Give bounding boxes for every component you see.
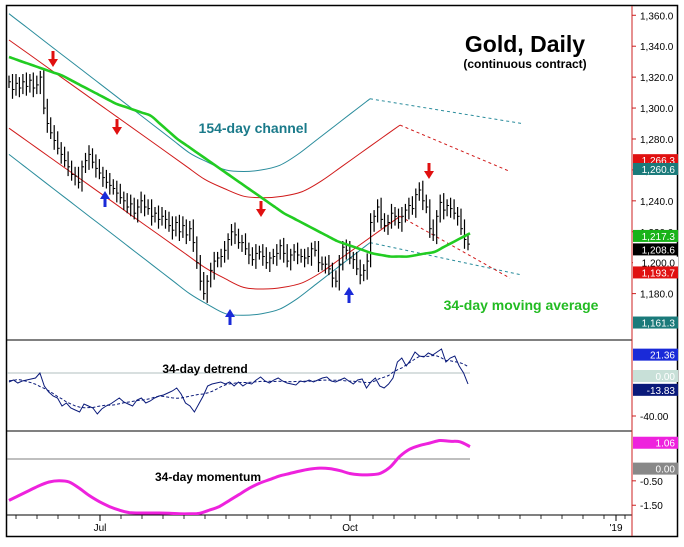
price-tag-text: 1.06 bbox=[656, 439, 676, 450]
y-tick-label: 1,340.0 bbox=[640, 42, 674, 53]
momentum-tick-label: -1.50 bbox=[640, 501, 663, 512]
x-tick-label: '19 bbox=[609, 523, 622, 534]
detrend-price-tag: 0.00 bbox=[633, 370, 678, 383]
arrows-layer bbox=[48, 51, 434, 325]
detrend-layer bbox=[8, 348, 469, 415]
price-tag-bg bbox=[633, 348, 678, 361]
y-tick-label: 1,300.0 bbox=[640, 104, 674, 115]
ma-layer bbox=[8, 55, 471, 258]
x-tick-label: Oct bbox=[342, 523, 358, 534]
price-tag-bg bbox=[633, 436, 678, 449]
channel-layer bbox=[8, 13, 523, 316]
time-axis-layer: Jul Oct '19 bbox=[15, 515, 626, 534]
x-tick-label: Jul bbox=[94, 523, 107, 534]
channel-lower-outer-line bbox=[8, 154, 371, 316]
price-tag-bg bbox=[633, 370, 678, 382]
price-tag-bg bbox=[633, 266, 678, 279]
value-axis-layer: 1,360.0 1,340.0 1,320.0 1,300.0 1,280.0 1,260… bbox=[632, 11, 678, 512]
top-arrow-4 bbox=[424, 163, 434, 179]
outer-border bbox=[5, 4, 679, 538]
y-tick-label: 1,240.0 bbox=[640, 197, 674, 208]
price-tag-bg bbox=[633, 316, 678, 329]
detrend-price-tag: -13.83 bbox=[633, 383, 678, 397]
price-tag-text: -13.83 bbox=[647, 386, 676, 397]
detrend-label: 34-day detrend bbox=[162, 362, 247, 376]
price-tag-text: 0.00 bbox=[656, 372, 676, 383]
price-tag-bg bbox=[633, 462, 678, 475]
detrend-line bbox=[8, 348, 469, 415]
detrend-price-tag: 21.36 bbox=[633, 348, 678, 362]
momentum-label: 34-day momentum bbox=[155, 470, 261, 484]
price-tag-bg bbox=[633, 383, 678, 396]
arrow-head bbox=[48, 59, 58, 67]
channel-upper-projection bbox=[369, 98, 523, 125]
main-price-tag: 1,200.0 bbox=[633, 256, 678, 270]
chart-subtitle: (continuous contract) bbox=[463, 57, 586, 71]
bottom-arrow-3 bbox=[344, 287, 354, 303]
channel-upper-outer-line bbox=[8, 13, 371, 173]
price-tag-text: 1,208.6 bbox=[642, 245, 676, 256]
arrow-head bbox=[256, 209, 266, 217]
momentum-layer bbox=[8, 438, 471, 515]
bottom-arrow-2 bbox=[225, 309, 235, 325]
price-bars-layer bbox=[8, 69, 470, 303]
arrow-head bbox=[112, 127, 122, 135]
top-arrow-2 bbox=[112, 119, 122, 135]
detrend-tick-label: -40.00 bbox=[640, 412, 669, 423]
price-tag-bg bbox=[633, 162, 678, 175]
channel-label: 154-day channel bbox=[199, 120, 308, 136]
ma34-line bbox=[8, 55, 471, 258]
main-price-tag: 1,260.6 bbox=[633, 162, 678, 176]
channel-upper-inner-line bbox=[8, 39, 401, 199]
top-arrow-1 bbox=[48, 51, 58, 67]
y-tick-label: 1,320.0 bbox=[640, 73, 674, 84]
price-tag-bg bbox=[633, 243, 678, 256]
main-price-tag: 1,217.3 bbox=[633, 229, 678, 243]
y-tick-label: 1,360.0 bbox=[640, 11, 674, 22]
bottom-arrow-1 bbox=[100, 191, 110, 207]
momentum-line bbox=[8, 438, 471, 515]
momentum-price-tag: 0.00 bbox=[633, 462, 678, 476]
price-tag-text: 1,217.3 bbox=[642, 232, 676, 243]
channel-lower-projection bbox=[369, 242, 523, 276]
price-tag-text: 1,266.3 bbox=[642, 156, 676, 167]
channel-lower-inner-line bbox=[8, 127, 401, 290]
top-arrow-3 bbox=[256, 201, 266, 217]
momentum-price-tag: 1.06 bbox=[633, 436, 678, 450]
detrend-signal-line bbox=[8, 354, 469, 409]
main-price-tag: 1,208.6 bbox=[633, 243, 678, 256]
price-tag-text: 1,260.6 bbox=[642, 165, 676, 176]
arrow-head bbox=[424, 171, 434, 179]
price-tag-text: 1,161.3 bbox=[642, 319, 676, 330]
price-tag-text: 1,193.7 bbox=[642, 268, 676, 279]
chart-title: Gold, Daily bbox=[465, 31, 585, 57]
ma-label: 34-day moving average bbox=[444, 297, 599, 313]
main-price-tag: 1,161.3 bbox=[633, 316, 678, 330]
momentum-tick-label: -0.50 bbox=[640, 477, 663, 488]
arrow-head bbox=[344, 287, 354, 295]
y-tick-label: 1,180.0 bbox=[640, 290, 674, 301]
price-tag-text: 21.36 bbox=[650, 351, 675, 362]
y-tick-label: 1,280.0 bbox=[640, 135, 674, 146]
price-tag-bg bbox=[633, 256, 678, 269]
channel-upper-inner-projection bbox=[399, 124, 511, 172]
price-tag-text: 0.00 bbox=[656, 465, 676, 476]
arrow-head bbox=[100, 191, 110, 199]
arrow-head bbox=[225, 309, 235, 317]
price-tag-bg bbox=[633, 229, 678, 242]
price-tag-text: 1,200.0 bbox=[642, 259, 676, 270]
main-price-tag: 1,193.7 bbox=[633, 266, 678, 279]
